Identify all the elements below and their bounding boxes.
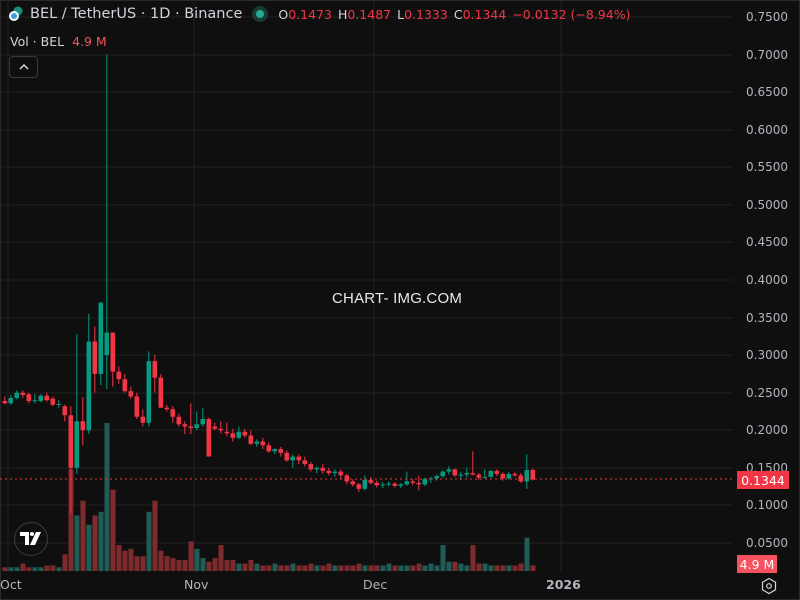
volume-legend: Vol · BEL 4.9 M	[10, 34, 107, 49]
price-tick-label: 0.3500	[746, 310, 788, 325]
close-value: 0.1344	[462, 6, 507, 22]
price-tick-label: 0.5000	[746, 197, 788, 212]
price-tick-label: 0.6500	[746, 85, 788, 100]
price-tick-label: 0.2500	[746, 385, 788, 400]
price-tick-label: 0.5500	[746, 160, 788, 175]
gear-icon	[761, 577, 777, 595]
chart-header: BEL / TetherUS · 1D · Binance O0.1473 H0…	[8, 6, 630, 22]
volume-badge: 4.9 M	[737, 555, 777, 573]
chart-settings-button[interactable]	[760, 577, 778, 595]
price-tick-label: 0.4000	[746, 272, 788, 287]
price-tick-label: 0.7500	[746, 10, 788, 24]
market-status-icon[interactable]	[252, 6, 269, 22]
volume-label[interactable]: Vol · BEL	[10, 34, 65, 49]
volume-value: 4.9 M	[72, 34, 107, 49]
open-value: 0.1473	[288, 6, 332, 22]
time-tick-label: 2026	[546, 577, 581, 592]
time-tick-label: Oct	[0, 577, 22, 592]
time-tick-label: Nov	[184, 577, 209, 592]
change-value: −0.0132 (−8.94%)	[512, 6, 631, 22]
price-tick-label: 0.6000	[746, 122, 788, 137]
symbol-logo-icon	[8, 6, 24, 22]
price-chart-plot[interactable]	[0, 0, 733, 572]
price-tick-label: 0.4500	[746, 235, 788, 250]
chevron-up-icon	[18, 64, 29, 70]
last-price-badge: 0.1344	[737, 471, 789, 489]
ohlc-values: O0.1473 H0.1487 L0.1333 C0.1344 −0.0132 …	[278, 7, 630, 22]
grid-lines	[0, 0, 733, 572]
symbol-title[interactable]: BEL / TetherUS · 1D · Binance	[30, 6, 243, 22]
high-key: H	[337, 6, 348, 22]
watermark: CHART- IMG.COM	[332, 290, 463, 307]
open-key: O	[278, 6, 289, 22]
low-value: 0.1333	[404, 6, 448, 22]
close-key: C	[453, 6, 463, 22]
volume-bars	[2, 423, 536, 571]
low-key: L	[397, 6, 405, 22]
price-tick-label: 0.2000	[746, 423, 788, 438]
price-tick-label: 0.7000	[746, 47, 788, 62]
candlesticks	[2, 54, 536, 513]
tradingview-logo-icon[interactable]	[14, 522, 48, 556]
price-tick-label: 0.1000	[746, 498, 788, 513]
collapse-legend-button[interactable]	[9, 56, 38, 78]
high-value: 0.1487	[347, 6, 392, 22]
price-tick-label: 0.0500	[746, 535, 788, 550]
time-tick-label: Dec	[363, 577, 388, 592]
price-tick-label: 0.3000	[746, 348, 788, 363]
